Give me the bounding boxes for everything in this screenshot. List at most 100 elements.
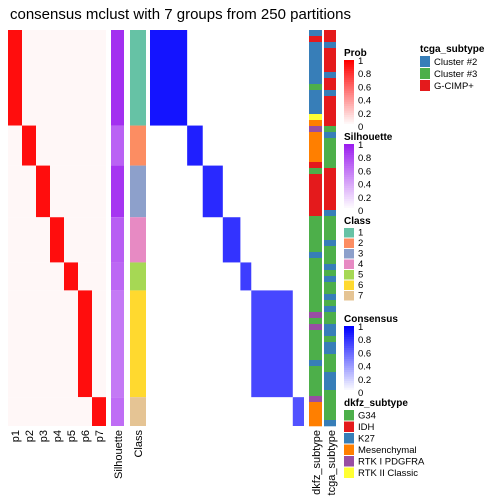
tcga-subtype-cell <box>324 150 336 157</box>
dkfz-subtype-cell <box>309 156 322 163</box>
prob-cell <box>22 217 36 263</box>
consensus-legend-swatch <box>344 361 354 364</box>
tcga-subtype-cell <box>324 156 336 163</box>
consensus-block <box>222 217 241 263</box>
tcga-subtype-cell <box>324 96 336 103</box>
consensus-legend-swatch <box>344 345 354 349</box>
tcga-subtype-cell <box>324 60 336 67</box>
silhouette-legend-tick: 0.4 <box>358 180 371 191</box>
class-bar <box>130 30 146 426</box>
tcga-subtype-cell <box>324 120 336 127</box>
prob-cell <box>8 165 22 218</box>
dkfz-subtype-cell <box>309 78 322 85</box>
prob-column-label: p6 <box>80 430 92 442</box>
silhouette-legend-swatch <box>344 190 354 193</box>
class-legend-label: 4 <box>358 259 363 270</box>
consensus-legend-tick: 0.6 <box>358 348 371 359</box>
prob-cell <box>36 397 50 426</box>
prob-legend-swatch <box>344 123 354 127</box>
prob-cell <box>64 262 78 291</box>
prob-column-label: p2 <box>24 430 36 442</box>
prob-legend-swatch <box>344 88 354 92</box>
silhouette-legend-swatch <box>344 183 354 187</box>
tcga-subtype-cell <box>324 42 336 49</box>
consensus-legend-tick: 0.8 <box>358 335 371 346</box>
consensus-legend-swatch <box>344 365 354 369</box>
class-segment <box>130 217 146 263</box>
consensus-legend-tick: 0.4 <box>358 362 371 373</box>
dkfz-subtype-cell <box>309 366 322 373</box>
prob-cell <box>78 165 92 218</box>
silhouette-legend-swatch <box>344 161 354 165</box>
dkfz-subtype-legend-swatch <box>344 421 354 432</box>
prob-cell <box>36 165 50 218</box>
silhouette-legend-swatch <box>344 205 354 209</box>
prob-cell <box>36 262 50 291</box>
prob-cell <box>22 397 36 426</box>
class-legend-label: 7 <box>358 291 363 302</box>
dkfz-subtype-cell <box>309 390 322 397</box>
consensus-legend-swatch <box>344 352 354 355</box>
consensus-legend-swatch <box>344 385 354 388</box>
tcga-subtype-cell <box>324 324 336 331</box>
prob-cell <box>78 290 92 398</box>
prob-legend-swatch <box>344 119 354 122</box>
dkfz-subtype-cell <box>309 228 322 235</box>
tcga-subtype-cell <box>324 390 336 397</box>
dkfz-subtype-cell <box>309 126 322 133</box>
dkfz-subtype-legend-label: G34 <box>358 411 376 422</box>
class-legend-swatch <box>344 291 354 301</box>
tcga-subtype-cell <box>324 360 336 367</box>
prob-cell <box>78 262 92 291</box>
tcga-subtype-cell <box>324 312 336 319</box>
tcga-subtype-cell <box>324 366 336 373</box>
class-segment <box>130 397 146 426</box>
dkfz-subtype-legend-swatch <box>344 410 354 421</box>
consensus-legend-swatch <box>344 341 354 344</box>
dkfz-subtype-cell <box>309 144 322 151</box>
dkfz-subtype-legend-label: K27 <box>358 434 375 445</box>
tcga-subtype-cell <box>324 270 336 277</box>
prob-cell <box>50 290 64 398</box>
tcga-subtype-cell <box>324 318 336 325</box>
tcga-subtype-cell <box>324 102 336 109</box>
silhouette-legend-tick: 0.2 <box>358 193 371 204</box>
dkfz-subtype-legend-label: Mesenchymal <box>358 445 417 456</box>
prob-cell <box>22 262 36 291</box>
silhouette-legend-swatch <box>344 166 354 169</box>
tcga-subtype-cell <box>324 192 336 199</box>
prob-cell <box>64 30 78 126</box>
tcga-subtype-cell <box>324 132 336 139</box>
prob-cell <box>8 397 22 426</box>
prob-legend-tick: 0.4 <box>358 96 371 107</box>
tcga-subtype-cell <box>324 66 336 73</box>
class-legend-label: 3 <box>358 249 363 260</box>
prob-legend-swatch <box>344 79 354 83</box>
prob-column-label: p7 <box>94 430 106 442</box>
tcga-subtype-cell <box>324 114 336 121</box>
prob-legend-swatch <box>344 115 354 118</box>
prob-column-label: p4 <box>52 430 64 442</box>
class-legend-label: 1 <box>358 228 363 239</box>
prob-cell <box>78 30 92 126</box>
tcga-subtype-cell <box>324 330 336 337</box>
consensus-legend-swatch <box>344 334 354 338</box>
dkfz-subtype-cell <box>309 318 322 325</box>
tcga-subtype-cell <box>324 282 336 289</box>
dkfz-subtype-cell <box>309 192 322 199</box>
consensus-legend-swatch <box>344 383 354 386</box>
tcga-subtype-cell <box>324 288 336 295</box>
prob-column-label: p5 <box>66 430 78 442</box>
dkfz-subtype-legend-swatch <box>344 444 354 455</box>
prob-cell <box>78 217 92 263</box>
tcga-subtype-cell <box>324 258 336 265</box>
prob-cell <box>8 125 22 166</box>
dkfz-subtype-legend-swatch <box>344 467 354 478</box>
prob-legend-swatch <box>344 99 354 103</box>
dkfz-subtype-cell <box>309 258 322 265</box>
prob-legend-swatch <box>344 86 354 89</box>
prob-cell <box>50 125 64 166</box>
class-legend-swatch <box>344 280 354 290</box>
tcga-subtype-cell <box>324 30 336 37</box>
dkfz-subtype-cell <box>309 84 322 91</box>
